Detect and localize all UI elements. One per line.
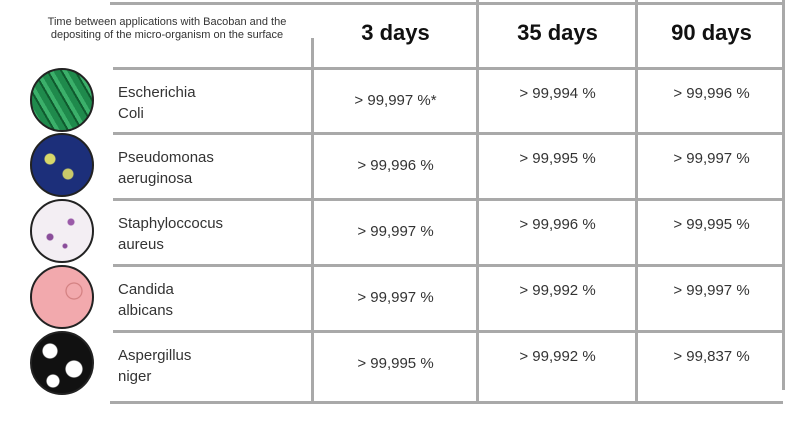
reduction-value: > 99,995 %: [673, 216, 750, 233]
organism-species: albicans: [118, 302, 174, 319]
pseudomonas-microorganism-icon: [30, 133, 94, 197]
organism-species: Coli: [118, 105, 144, 122]
organism-genus: Pseudomonas: [118, 149, 214, 166]
reduction-value: > 99,996 %: [357, 157, 434, 174]
table-top-border: [110, 2, 785, 5]
table-right-border: [782, 0, 785, 390]
organism-species: aeruginosa: [118, 170, 193, 187]
column-header-3-days: 3 days: [361, 20, 430, 45]
reduction-value: > 99,996 %: [673, 85, 750, 102]
aspergillus-microorganism-icon: [30, 331, 94, 395]
organism-genus: Candida: [118, 281, 174, 298]
organism-genus: Aspergillus: [118, 347, 192, 364]
row-divider: [113, 198, 783, 201]
organism-name: Pseudomonas aeruginosa: [118, 147, 298, 189]
reduction-value: > 99,995 %: [519, 150, 596, 167]
candida-microorganism-icon: [30, 265, 94, 329]
reduction-value: > 99,992 %: [519, 282, 596, 299]
table-bottom-border: [110, 401, 783, 404]
staphylococcus-microorganism-icon: [30, 199, 94, 263]
row-divider: [113, 132, 783, 135]
organism-name: Candida albicans: [118, 279, 298, 321]
organism-name: Escherichia Coli: [118, 82, 298, 124]
organism-name: Staphyloccocus aureus: [118, 213, 298, 255]
column-divider: [311, 38, 314, 403]
organism-species: aureus: [118, 236, 164, 253]
reduction-value: > 99,994 %: [519, 85, 596, 102]
column-divider: [635, 0, 638, 403]
column-divider: [476, 0, 479, 403]
reduction-value: > 99,992 %: [519, 348, 596, 365]
column-header-35-days: 35 days: [517, 20, 598, 45]
organism-genus: Staphyloccocus: [118, 215, 224, 232]
reduction-value: > 99,997 %: [673, 150, 750, 167]
row-divider: [113, 330, 783, 333]
row-divider: [113, 264, 783, 267]
reduction-value: > 99,997 %: [357, 223, 434, 240]
e-coli-microorganism-icon: [30, 68, 94, 132]
organism-species: niger: [118, 368, 152, 385]
organism-genus: Escherichia: [118, 84, 196, 101]
reduction-value: > 99,996 %: [519, 216, 596, 233]
reduction-value: > 99,997 %*: [354, 92, 437, 109]
reduction-value: > 99,995 %: [357, 355, 434, 372]
reduction-value: > 99,837 %: [673, 348, 750, 365]
row-divider: [113, 67, 783, 70]
reduction-value: > 99,997 %: [357, 289, 434, 306]
reduction-value: > 99,997 %: [673, 282, 750, 299]
table-caption: Time between applications with Bacoban a…: [47, 16, 287, 41]
column-header-90-days: 90 days: [671, 20, 752, 45]
organism-name: Aspergillus niger: [118, 345, 298, 387]
